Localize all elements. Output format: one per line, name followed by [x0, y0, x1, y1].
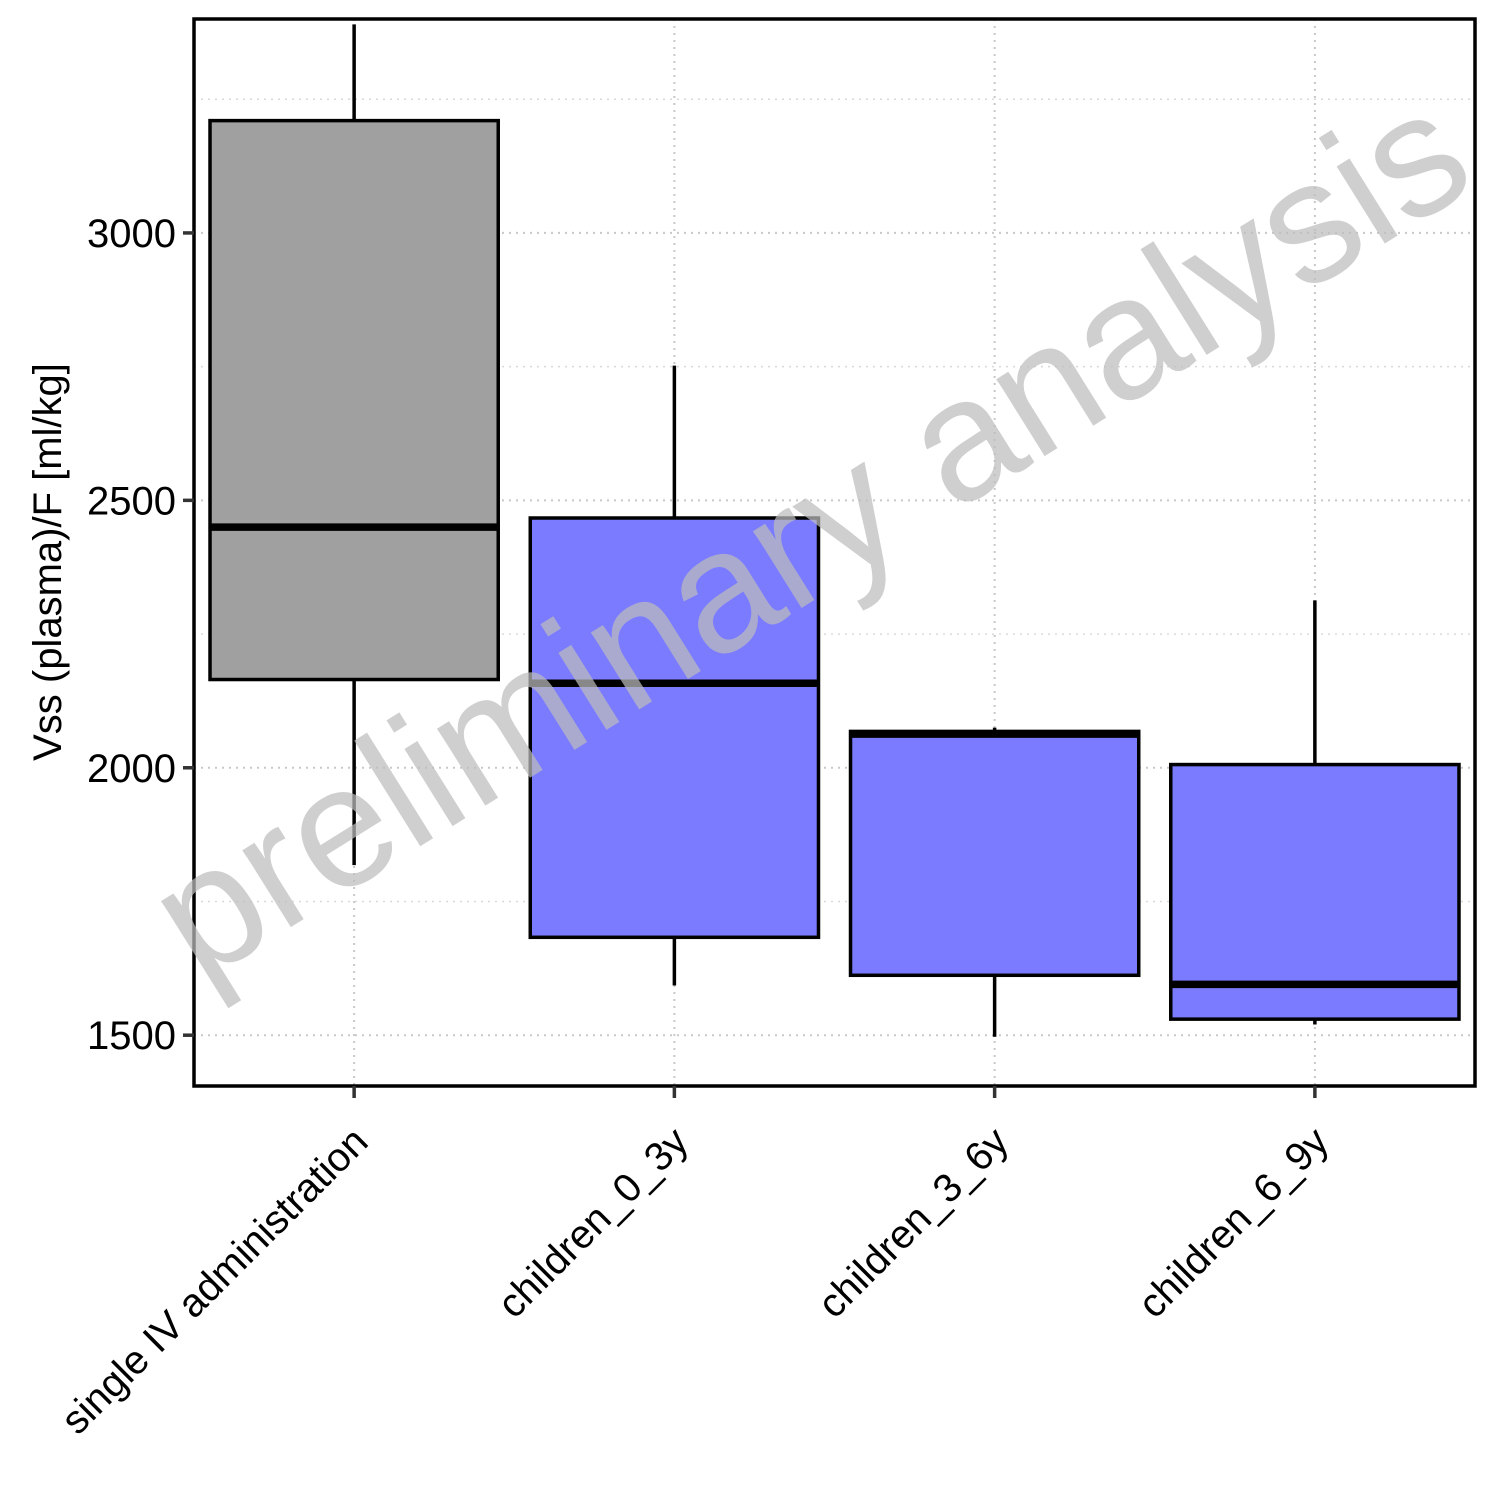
box-iqr [1169, 762, 1461, 1021]
box-iqr [528, 516, 821, 940]
box-iqr [208, 118, 500, 682]
x-tick-label: children_6_9y [1130, 1119, 1337, 1326]
y-tick-label: 1500 [87, 1014, 176, 1058]
box-children-0-3y [528, 365, 821, 986]
x-tick-label: children_3_6y [810, 1119, 1017, 1326]
box-iqr [848, 729, 1141, 978]
y-axis: 1500 2000 2500 3000 [87, 212, 194, 1058]
box-children-3-6y [848, 727, 1141, 1037]
plot-panel-border [192, 17, 1477, 1088]
x-tick-label: children_0_3y [490, 1119, 697, 1326]
x-tick-label: single IV administration [53, 1119, 377, 1443]
y-tick-label: 2500 [87, 479, 176, 523]
y-axis-label: Vss (plasma)/F [ml/kg] [26, 363, 70, 761]
box-children-6-9y [1169, 600, 1461, 1025]
box-single-iv-administration [208, 24, 500, 866]
x-axis: single IV administration children_0_3y chi… [53, 1086, 1337, 1443]
y-tick-label: 3000 [87, 212, 176, 256]
boxes [208, 24, 1461, 1037]
y-tick-label: 2000 [87, 747, 176, 791]
